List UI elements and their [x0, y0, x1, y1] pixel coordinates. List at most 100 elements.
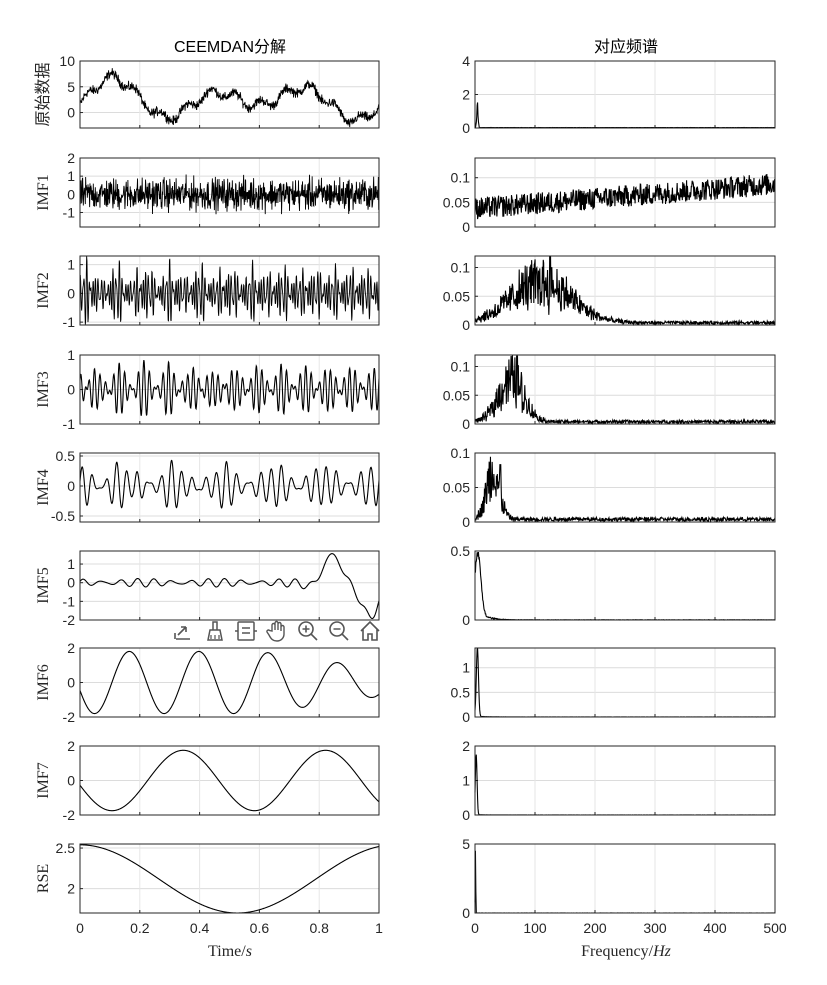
y-tick-label: 0.1: [451, 359, 471, 375]
axes-frame: [474, 354, 776, 425]
y-tick-label: 0: [67, 186, 75, 202]
spectrum-subplot-2[interactable]: 0 0.05 0.1: [443, 157, 776, 235]
series-line: [474, 174, 776, 220]
series-line: [474, 354, 776, 426]
y-tick-label: 1: [67, 347, 75, 363]
series-line: [79, 68, 380, 128]
y-tick-label: 0: [67, 478, 75, 494]
y-tick-label: 0: [462, 219, 470, 235]
export-icon: [174, 626, 190, 640]
brush-icon: [207, 621, 223, 641]
axes-frame: [474, 843, 776, 914]
y-tick-label: 1: [462, 660, 470, 676]
time-subplot-7[interactable]: -2 0 2 IMF6: [35, 640, 380, 725]
x-tick-label: 1: [375, 920, 383, 936]
y-axis-label: 原始数据: [34, 62, 52, 126]
time-subplot-9[interactable]: 2 2.5 0 0.2 0.4 0.6 0.8 1 RSE: [35, 840, 383, 936]
y-tick-label: -1: [63, 204, 76, 220]
y-tick-label: 0: [462, 905, 470, 921]
x-tick-label: 0.8: [309, 920, 329, 936]
spectrum-subplot-7[interactable]: 00.51: [451, 647, 776, 725]
spectrum-subplot-4[interactable]: 0 0.05 0.1: [443, 354, 776, 432]
axes-frame: [79, 843, 380, 914]
brush-button[interactable]: [201, 617, 229, 645]
spectrum-subplot-6[interactable]: 00.5: [451, 543, 776, 628]
left-figure-title: CEEMDAN分解: [174, 38, 286, 56]
axes-frame: [79, 745, 380, 816]
series-line: [79, 174, 380, 215]
subplot-grid: 0510原始数据-1012IMF1-101IMF2-101IMF3-0.500.…: [34, 53, 787, 936]
y-axis-label: RSE: [35, 864, 52, 893]
y-axis-label: IMF2: [35, 272, 52, 308]
axes-frame: [79, 550, 380, 621]
axes-frame: [474, 745, 776, 816]
y-tick-label: 0: [67, 105, 75, 121]
x-tick-label: 0: [471, 920, 479, 936]
y-axis-label: IMF1: [35, 174, 52, 210]
spectrum-subplot-1[interactable]: 0 2 4: [462, 53, 776, 136]
axes-frame: [79, 60, 380, 129]
axes-background: [80, 551, 379, 620]
y-axis-label: IMF5: [35, 567, 52, 603]
zoom-out-button[interactable]: [325, 617, 353, 645]
y-axis-label: IMF3: [35, 371, 52, 407]
y-tick-label: -0.5: [51, 508, 75, 524]
y-tick-label: 0.05: [443, 288, 470, 304]
time-axis-label: Time/s: [208, 943, 252, 960]
series-line: [79, 360, 380, 416]
right-figure-title: 对应频谱: [594, 37, 658, 56]
pan-button[interactable]: [263, 617, 291, 645]
axes-frame: [474, 647, 776, 718]
axes-frame: [79, 255, 380, 326]
x-tick-label: 200: [583, 920, 607, 936]
y-tick-label: 0.5: [451, 684, 471, 700]
time-subplot-6[interactable]: -2 -1 0 1 IMF5: [35, 550, 380, 628]
zoom-in-icon: [298, 621, 318, 641]
x-tick-label: 0.4: [190, 920, 210, 936]
y-tick-label: 2: [462, 738, 470, 754]
series-line: [79, 749, 380, 812]
y-tick-label: 1: [67, 168, 75, 184]
y-tick-label: 0: [462, 709, 470, 725]
time-subplot-8[interactable]: -2 0 2 IMF7: [35, 738, 380, 823]
axes-frame: [79, 647, 380, 718]
axes-toolbar: [170, 616, 384, 646]
export-button[interactable]: [170, 617, 198, 645]
spectrum-subplot-5[interactable]: 0 0.05 0.1: [443, 445, 776, 530]
datatip-icon: [235, 621, 257, 641]
y-tick-label: 2: [67, 738, 75, 754]
pan-hand-icon: [266, 620, 285, 642]
y-tick-label: 0: [67, 773, 75, 789]
axes-frame: [474, 452, 776, 523]
series-line: [474, 255, 776, 327]
spectrum-subplot-8[interactable]: 0 1 2: [462, 738, 776, 823]
y-tick-label: 0.5: [56, 448, 76, 464]
y-tick-label: 5: [462, 836, 470, 852]
x-tick-label: 300: [643, 920, 667, 936]
time-subplot-2[interactable]: -1 0 1 2 IMF1: [35, 150, 380, 228]
axes-frame: [474, 255, 776, 326]
zoom-in-button[interactable]: [294, 617, 322, 645]
y-tick-label: 0: [462, 514, 470, 530]
y-tick-label: 4: [462, 53, 470, 69]
axes-frame: [474, 60, 776, 129]
spectrum-subplot-9[interactable]: 050 100 200 300 400 500: [462, 836, 787, 936]
time-subplot-4[interactable]: -1 0 1 IMF3: [35, 347, 380, 432]
y-tick-label: -1: [63, 593, 76, 609]
time-subplot-3[interactable]: -1 0 1 IMF2: [35, 255, 380, 330]
y-tick-label: 0: [462, 120, 470, 136]
y-tick-label: 2: [67, 881, 75, 897]
y-tick-label: 0: [67, 575, 75, 591]
home-button[interactable]: [356, 617, 384, 645]
y-tick-label: 0.05: [443, 387, 470, 403]
datatip-button[interactable]: [232, 617, 260, 645]
x-tick-label: 0.6: [250, 920, 270, 936]
spectrum-subplot-3[interactable]: 0 0.05 0.1: [443, 255, 776, 333]
y-tick-label: 2: [67, 640, 75, 656]
axes-frame: [79, 354, 380, 425]
y-tick-label: 1: [67, 257, 75, 273]
axes-background: [475, 844, 775, 913]
time-subplot-1[interactable]: 0 5 10 原始数据: [34, 53, 380, 129]
